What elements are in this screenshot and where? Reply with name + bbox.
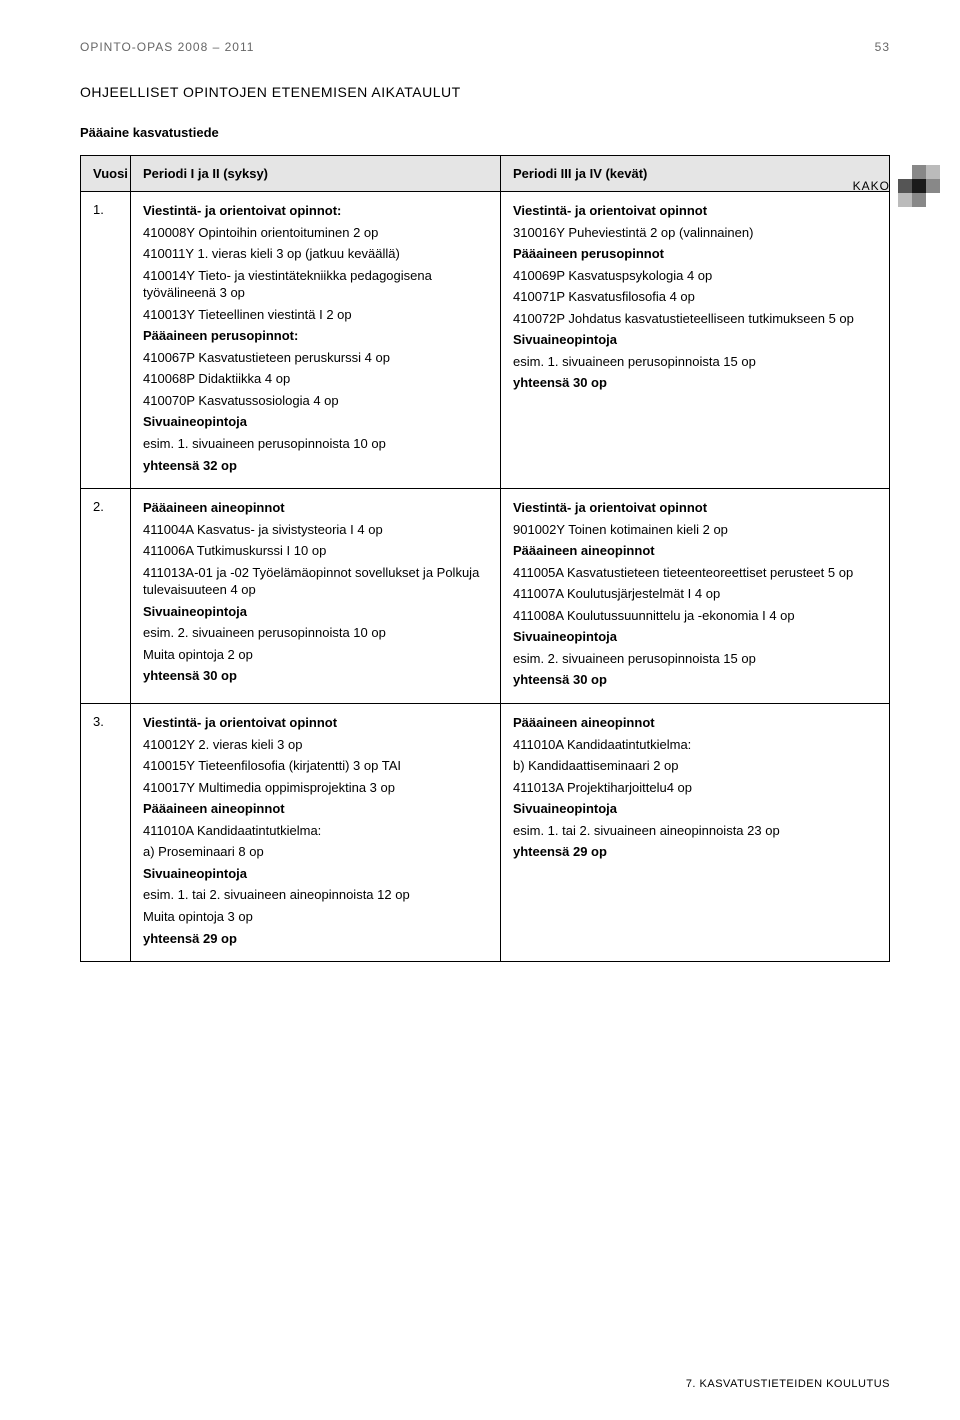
line-item: Pääaineen aineopinnot: [143, 499, 488, 517]
line-item: 410017Y Multimedia oppimisprojektina 3 o…: [143, 779, 488, 797]
line-item: a) Proseminaari 8 op: [143, 843, 488, 861]
autumn-cell: Pääaineen aineopinnot 411004A Kasvatus- j…: [131, 489, 501, 704]
line-item: b) Kandidaattiseminaari 2 op: [513, 757, 877, 775]
line-item: yhteensä 32 op: [143, 457, 488, 475]
line-item: Sivuaineopintoja: [513, 628, 877, 646]
line-item: 410011Y 1. vieras kieli 3 op (jatkuu kev…: [143, 245, 488, 263]
line-item: 410068P Didaktiikka 4 op: [143, 370, 488, 388]
line-item: yhteensä 30 op: [513, 671, 877, 689]
line-item: Sivuaineopintoja: [143, 413, 488, 431]
line-item: 410015Y Tieteenfilosofia (kirjatentti) 3…: [143, 757, 488, 775]
table-row: 3. Viestintä- ja orientoivat opinnot 41001…: [81, 704, 890, 962]
page-footer: 7. KASVATUSTIETEIDEN KOULUTUS: [686, 1378, 890, 1390]
section-title: OHJEELLISET OPINTOJEN ETENEMISEN AIKATAU…: [80, 84, 890, 100]
table-row: 1. Viestintä- ja orientoivat opinnot: 4100…: [81, 192, 890, 489]
line-item: 411013A-01 ja -02 Työelämäopinnot sovell…: [143, 564, 488, 599]
line-item: Sivuaineopintoja: [513, 800, 877, 818]
line-item: yhteensä 29 op: [513, 843, 877, 861]
line-item: Sivuaineopintoja: [143, 865, 488, 883]
col-header-autumn: Periodi I ja II (syksy): [131, 156, 501, 192]
line-item: 411013A Projektiharjoittelu4 op: [513, 779, 877, 797]
cell-block: Pääaineen aineopinnot 411004A Kasvatus- j…: [143, 499, 488, 685]
table-header-row: Vuosi Periodi I ja II (syksy) Periodi II…: [81, 156, 890, 192]
line-item: 411010A Kandidaatintutkielma:: [143, 822, 488, 840]
line-item: 410071P Kasvatusfilosofia 4 op: [513, 288, 877, 306]
line-item: Sivuaineopintoja: [513, 331, 877, 349]
subject-subtitle: Pääaine kasvatustiede: [80, 125, 890, 140]
spring-cell: Pääaineen aineopinnot 411010A Kandidaatin…: [501, 704, 890, 962]
line-item: 410069P Kasvatuspsykologia 4 op: [513, 267, 877, 285]
col-header-year: Vuosi: [81, 156, 131, 192]
kako-ornament-wrap: KAKO: [853, 165, 940, 207]
line-item: 410067P Kasvatustieteen peruskurssi 4 op: [143, 349, 488, 367]
line-item: 901002Y Toinen kotimainen kieli 2 op: [513, 521, 877, 539]
cell-block: Viestintä- ja orientoivat opinnot 901002Y…: [513, 499, 877, 689]
table-body: 1. Viestintä- ja orientoivat opinnot: 4100…: [81, 192, 890, 962]
year-number-cell: 2.: [81, 489, 131, 704]
line-item: 411010A Kandidaatintutkielma:: [513, 736, 877, 754]
autumn-cell: Viestintä- ja orientoivat opinnot: 410008…: [131, 192, 501, 489]
line-item: Viestintä- ja orientoivat opinnot: [143, 714, 488, 732]
table-row: 2. Pääaineen aineopinnot 411004A Kasvatus-…: [81, 489, 890, 704]
line-item: Pääaineen aineopinnot: [513, 714, 877, 732]
line-item: Pääaineen perusopinnot: [513, 245, 877, 263]
cell-block: Viestintä- ja orientoivat opinnot 310016Y…: [513, 202, 877, 392]
header-page-number: 53: [875, 40, 890, 54]
line-item: esim. 2. sivuaineen perusopinnoista 10 o…: [143, 624, 488, 642]
line-item: 410012Y 2. vieras kieli 3 op: [143, 736, 488, 754]
line-item: 411007A Koulutusjärjestelmät I 4 op: [513, 585, 877, 603]
col-header-spring: Periodi III ja IV (kevät): [501, 156, 890, 192]
line-item: Muita opintoja 3 op: [143, 908, 488, 926]
line-item: 410070P Kasvatussosiologia 4 op: [143, 392, 488, 410]
schedule-table: Vuosi Periodi I ja II (syksy) Periodi II…: [80, 155, 890, 962]
line-item: Sivuaineopintoja: [143, 603, 488, 621]
year-number-cell: 1.: [81, 192, 131, 489]
cell-block: Viestintä- ja orientoivat opinnot 410012Y…: [143, 714, 488, 947]
autumn-cell: Viestintä- ja orientoivat opinnot 410012Y…: [131, 704, 501, 962]
line-item: yhteensä 29 op: [143, 930, 488, 948]
spring-cell: Viestintä- ja orientoivat opinnot 310016Y…: [501, 192, 890, 489]
line-item: Viestintä- ja orientoivat opinnot:: [143, 202, 488, 220]
line-item: 410014Y Tieto- ja viestintätekniikka ped…: [143, 267, 488, 302]
line-item: esim. 1. sivuaineen perusopinnoista 10 o…: [143, 435, 488, 453]
line-item: Pääaineen perusopinnot:: [143, 327, 488, 345]
line-item: esim. 1. tai 2. sivuaineen aineopinnoist…: [143, 886, 488, 904]
line-item: esim. 1. sivuaineen perusopinnoista 15 o…: [513, 353, 877, 371]
line-item: esim. 1. tai 2. sivuaineen aineopinnoist…: [513, 822, 877, 840]
cell-block: Pääaineen aineopinnot 411010A Kandidaatin…: [513, 714, 877, 861]
spring-cell: Viestintä- ja orientoivat opinnot 901002Y…: [501, 489, 890, 704]
cell-block: Viestintä- ja orientoivat opinnot: 410008…: [143, 202, 488, 474]
page-header: OPINTO-OPAS 2008 – 2011 53: [80, 40, 890, 54]
line-item: 410013Y Tieteellinen viestintä I 2 op: [143, 306, 488, 324]
year-number-cell: 3.: [81, 704, 131, 962]
header-left: OPINTO-OPAS 2008 – 2011: [80, 40, 254, 54]
kako-label: KAKO: [853, 179, 890, 193]
line-item: esim. 2. sivuaineen perusopinnoista 15 o…: [513, 650, 877, 668]
line-item: 411006A Tutkimuskurssi I 10 op: [143, 542, 488, 560]
line-item: Pääaineen aineopinnot: [143, 800, 488, 818]
page: OPINTO-OPAS 2008 – 2011 53 OHJEELLISET O…: [0, 0, 960, 1420]
line-item: Pääaineen aineopinnot: [513, 542, 877, 560]
line-item: Muita opintoja 2 op: [143, 646, 488, 664]
square-ornament-icon: [898, 165, 940, 207]
line-item: yhteensä 30 op: [143, 667, 488, 685]
line-item: Viestintä- ja orientoivat opinnot: [513, 499, 877, 517]
line-item: 410072P Johdatus kasvatustieteelliseen t…: [513, 310, 877, 328]
line-item: 410008Y Opintoihin orientoituminen 2 op: [143, 224, 488, 242]
line-item: 310016Y Puheviestintä 2 op (valinnainen): [513, 224, 877, 242]
line-item: yhteensä 30 op: [513, 374, 877, 392]
line-item: 411004A Kasvatus- ja sivistysteoria I 4 …: [143, 521, 488, 539]
line-item: 411005A Kasvatustieteen tieteenteoreetti…: [513, 564, 877, 582]
line-item: Viestintä- ja orientoivat opinnot: [513, 202, 877, 220]
line-item: 411008A Koulutussuunnittelu ja -ekonomia…: [513, 607, 877, 625]
